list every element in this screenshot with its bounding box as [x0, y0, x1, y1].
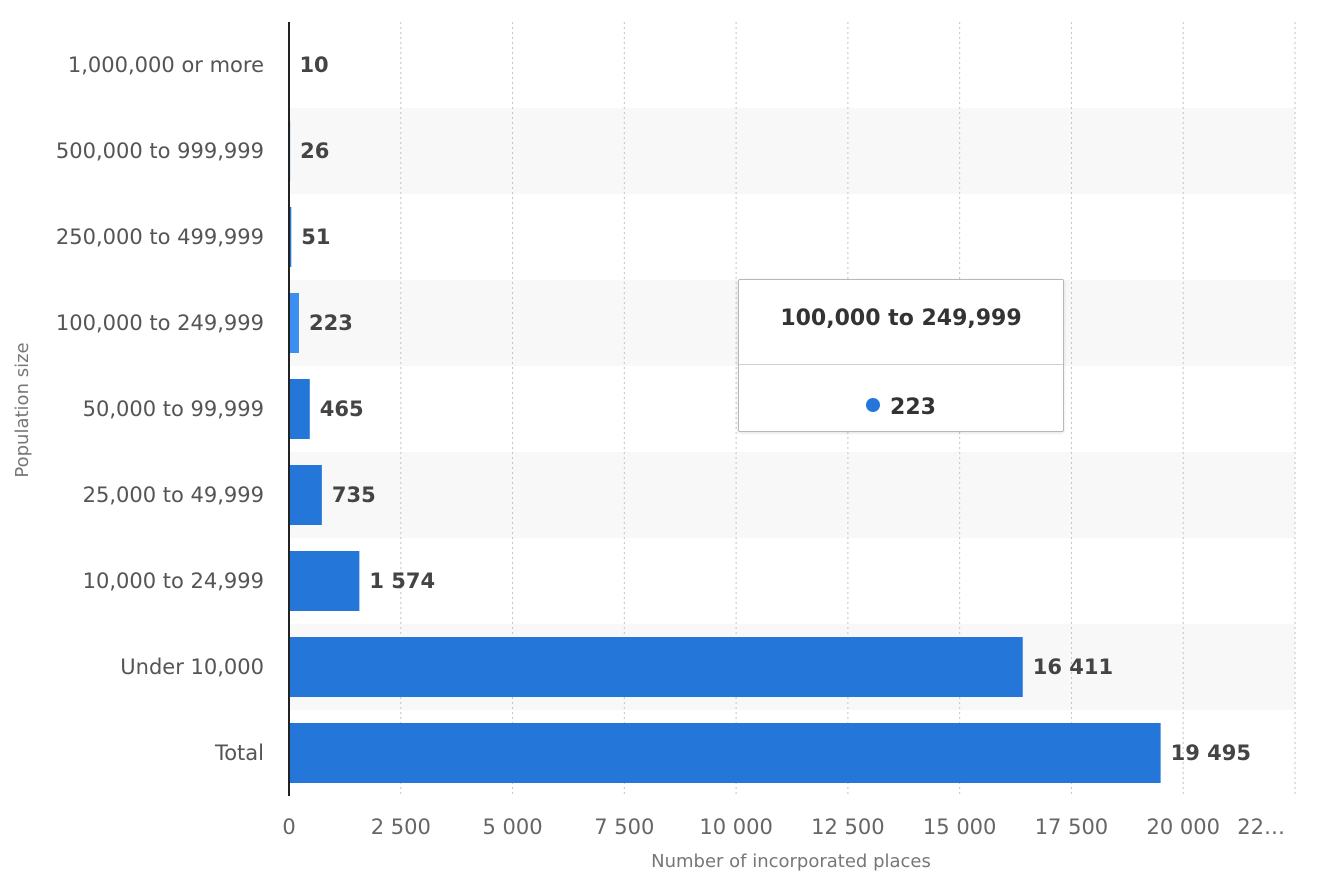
value-label: 735: [332, 483, 376, 507]
tooltip-title: 100,000 to 249,999: [780, 306, 1022, 331]
x-tick-label: 12 500: [811, 815, 884, 839]
x-tick-label: 5 000: [482, 815, 542, 839]
category-labels: 1,000,000 or more 500,000 to 999,999 250,0…: [56, 53, 264, 765]
bar-8: [289, 723, 1161, 783]
x-tick-label: 22…: [1237, 815, 1285, 839]
x-tick-label: 20 000: [1146, 815, 1219, 839]
bar-7: [289, 637, 1023, 697]
value-label: 26: [300, 139, 329, 163]
value-label: 1 574: [369, 569, 435, 593]
bar-4: [289, 379, 310, 439]
x-axis-title: Number of incorporated places: [651, 851, 931, 872]
tooltip-divider: [739, 364, 1063, 365]
value-label: 16 411: [1033, 655, 1113, 679]
x-tick-label: 17 500: [1035, 815, 1108, 839]
category-label: 500,000 to 999,999: [56, 139, 264, 163]
y-axis-title: Population size: [12, 342, 33, 477]
x-tick-label: 10 000: [699, 815, 772, 839]
tooltip: 100,000 to 249,999 223: [738, 279, 1064, 432]
value-label: 223: [309, 311, 353, 335]
bars: [289, 35, 1161, 783]
value-labels: 10 26 51 223 465 735 1 574 16 411 19 495: [299, 53, 1251, 765]
category-label: Under 10,000: [120, 655, 264, 679]
category-label: 100,000 to 249,999: [56, 311, 264, 335]
value-label: 19 495: [1171, 741, 1251, 765]
category-label: 250,000 to 499,999: [56, 225, 264, 249]
x-tick-label: 2 500: [371, 815, 431, 839]
bar-6: [289, 551, 360, 611]
category-label: 25,000 to 49,999: [83, 483, 264, 507]
row-band: [289, 452, 1295, 538]
value-label: 51: [301, 225, 330, 249]
tooltip-value: 223: [890, 395, 936, 420]
tooltip-value-row: 223: [739, 395, 1063, 420]
series-dot-icon: [866, 398, 881, 412]
value-label: 10: [299, 53, 328, 77]
bar-2: [289, 207, 292, 267]
x-tick-label: 15 000: [923, 815, 996, 839]
category-label: 10,000 to 24,999: [83, 569, 264, 593]
x-tick-label: 0: [282, 815, 295, 839]
row-band: [289, 108, 1295, 194]
category-label: Total: [214, 741, 264, 765]
x-tick-label: 7 500: [594, 815, 654, 839]
value-label: 465: [320, 397, 364, 421]
category-label: 1,000,000 or more: [68, 53, 264, 77]
bar-5: [289, 465, 322, 525]
x-axis-ticks: 0 2 500 5 000 7 500 10 000 12 500 15 000 17 500…: [282, 815, 1285, 839]
category-label: 50,000 to 99,999: [83, 397, 264, 421]
bar-3: [289, 293, 299, 353]
